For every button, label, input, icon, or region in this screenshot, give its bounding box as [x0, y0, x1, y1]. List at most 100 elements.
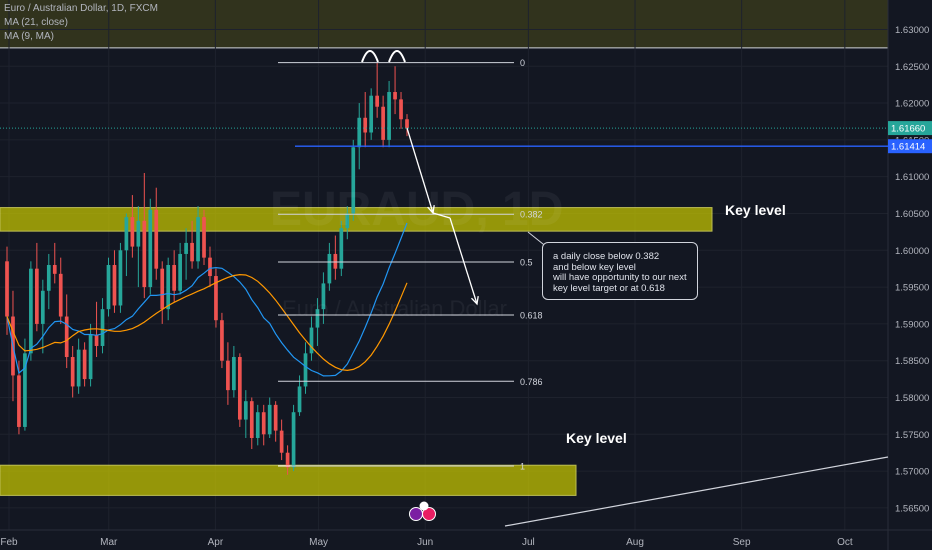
candle-body — [29, 268, 33, 354]
candle-body — [35, 268, 39, 324]
candle-body — [267, 404, 272, 435]
candle-body — [291, 412, 296, 468]
projection-arrow — [449, 217, 478, 305]
double-top-arc — [361, 50, 379, 63]
candle-body — [17, 375, 21, 427]
candle-body — [357, 117, 362, 148]
candle-body — [130, 217, 135, 247]
candle-body — [208, 257, 212, 277]
candle-body — [82, 349, 87, 380]
ma-21-legend[interactable]: MA (21, close) — [4, 17, 68, 28]
x-tick-label: Feb — [0, 537, 18, 548]
key-level-zone-upper — [0, 207, 713, 232]
candle-body — [160, 268, 165, 310]
projection-arrow — [406, 127, 434, 214]
ma-9-legend[interactable]: MA (9, MA) — [4, 31, 55, 42]
projection-arrow-head — [471, 296, 479, 306]
candle-body — [178, 253, 182, 291]
fib-level-label: 0.786 — [520, 377, 543, 387]
horizontal-line-tag — [888, 139, 932, 154]
double-top-arc — [388, 50, 406, 63]
y-tick-label: 1.63000 — [895, 25, 929, 36]
candle-body — [393, 92, 397, 100]
candle-body — [381, 106, 385, 140]
candle-body — [52, 265, 57, 274]
key-level-label-lower: Key level — [566, 430, 627, 446]
event-icon — [409, 507, 423, 521]
y-tick-label: 1.59000 — [895, 319, 929, 330]
candle-body — [363, 117, 368, 133]
candle-body — [64, 316, 69, 358]
candle-body — [106, 265, 111, 310]
candle-body — [70, 357, 75, 387]
y-tick-label: 1.56500 — [895, 503, 929, 514]
candle-body — [184, 242, 188, 254]
candle-body — [154, 209, 159, 269]
annotation-line: will have opportunity to our next — [553, 272, 687, 283]
candle-body — [40, 290, 45, 324]
candle-body — [405, 119, 409, 129]
candle-body — [214, 276, 218, 321]
candle-body — [279, 430, 284, 453]
candle-body — [249, 401, 254, 438]
annotation-line: a daily close below 0.382 — [553, 251, 660, 262]
event-icon — [422, 507, 436, 521]
event-icon — [419, 501, 429, 511]
annotation-callout[interactable]: a daily close below 0.382 and below key … — [542, 242, 698, 300]
y-tick-label: 1.61000 — [895, 172, 929, 183]
candle-body — [124, 217, 129, 251]
y-tick-label: 1.60000 — [895, 246, 929, 257]
candle-body — [261, 412, 266, 435]
last-price-tag — [888, 121, 932, 136]
y-tick-label: 1.57500 — [895, 430, 929, 441]
symbol-title[interactable]: Euro / Australian Dollar, 1D, FXCM — [4, 3, 158, 14]
candle-body — [172, 265, 177, 291]
candle-body — [136, 220, 141, 247]
horizontal-line-label: 1.61414 — [891, 142, 925, 153]
x-tick-label: Jul — [522, 537, 535, 548]
candle-body — [166, 265, 171, 310]
x-tick-label: May — [309, 537, 328, 548]
candle-body — [112, 265, 117, 306]
candle-body — [321, 283, 326, 310]
candle-body — [232, 357, 236, 391]
candle-body — [88, 334, 93, 380]
y-tick-label: 1.59500 — [895, 283, 929, 294]
candle-body — [273, 404, 278, 431]
trend-line — [504, 456, 889, 527]
event-icons[interactable] — [409, 501, 436, 521]
candle-body — [94, 334, 99, 346]
fib-level-label: 1 — [520, 461, 525, 471]
candle-body — [5, 261, 9, 317]
candle-body — [333, 253, 338, 269]
candle-body — [255, 412, 260, 438]
candle-body — [190, 242, 194, 262]
y-tick-label: 1.58000 — [895, 393, 929, 404]
candle-body — [220, 320, 224, 361]
annotation-line: key level target or at 0.618 — [553, 282, 665, 294]
last-price-label: 1.61660 — [891, 124, 925, 135]
candle-body — [327, 253, 332, 284]
x-tick-label: Jun — [417, 537, 433, 548]
fib-level-label: 0.382 — [520, 210, 543, 220]
y-tick-label: 1.60500 — [895, 209, 929, 220]
ma-21-line — [6, 222, 408, 377]
candle-body — [387, 92, 391, 140]
candle-body — [297, 386, 302, 413]
candle-body — [76, 349, 81, 387]
y-tick-label: 1.62500 — [895, 62, 929, 73]
x-tick-label: Aug — [626, 537, 644, 548]
candle-body — [399, 99, 403, 120]
candle-body — [46, 265, 51, 291]
ma-9-line — [6, 273, 408, 372]
annotation-line: and below key level — [553, 261, 636, 273]
candle-body — [309, 327, 314, 354]
x-tick-label: Apr — [208, 537, 224, 548]
candle-body — [237, 357, 242, 420]
candle-body — [148, 209, 153, 288]
key-level-label-upper: Key level — [725, 202, 786, 218]
candle-body — [345, 213, 350, 229]
candle-body — [285, 452, 290, 468]
